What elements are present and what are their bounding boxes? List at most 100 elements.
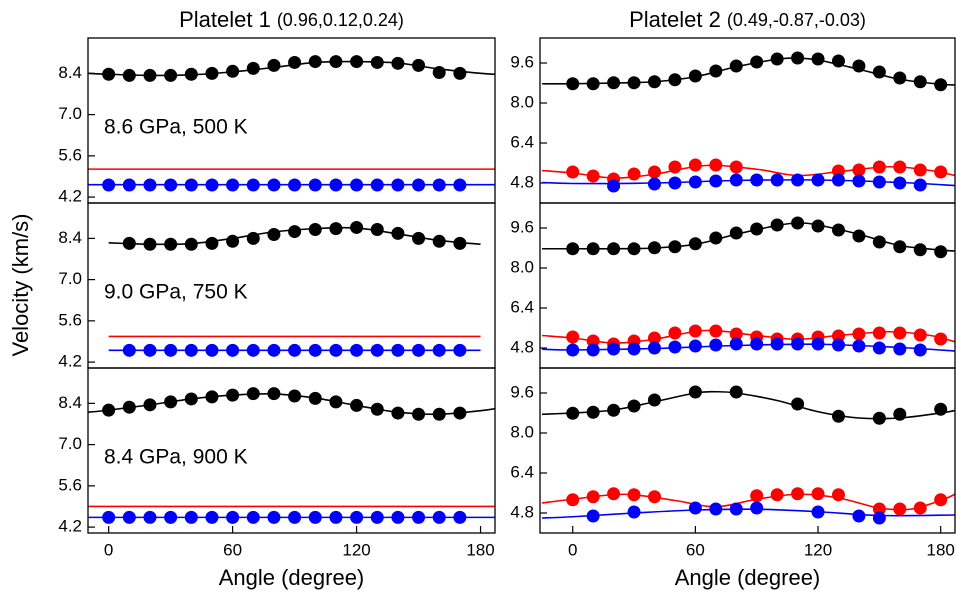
data-point	[184, 510, 198, 524]
data-point	[668, 176, 682, 190]
data-point	[586, 169, 600, 183]
data-point	[831, 223, 845, 237]
data-point	[370, 55, 384, 69]
data-point	[350, 220, 364, 234]
data-point	[370, 402, 384, 416]
data-point	[453, 66, 467, 80]
data-point	[729, 160, 743, 174]
data-point	[453, 178, 467, 192]
data-point	[370, 510, 384, 524]
fit-line	[542, 222, 955, 252]
y-tick-label: 8.0	[510, 257, 534, 276]
data-point	[329, 395, 343, 409]
data-point	[791, 487, 805, 501]
data-point	[586, 490, 600, 504]
data-point	[729, 226, 743, 240]
data-point	[872, 65, 886, 79]
data-point	[893, 326, 907, 340]
data-point	[729, 327, 743, 341]
data-point	[412, 407, 426, 421]
data-point	[432, 178, 446, 192]
data-point	[831, 54, 845, 68]
data-point	[246, 343, 260, 357]
data-point	[350, 510, 364, 524]
data-point	[143, 398, 157, 412]
data-point	[412, 58, 426, 72]
data-point	[288, 510, 302, 524]
y-tick-label: 4.8	[510, 172, 534, 191]
data-point	[934, 493, 948, 507]
data-point	[607, 403, 621, 417]
data-point	[184, 392, 198, 406]
data-point	[226, 510, 240, 524]
data-point	[647, 241, 661, 255]
data-point	[205, 510, 219, 524]
data-point	[308, 343, 322, 357]
data-point	[586, 405, 600, 419]
data-point	[872, 235, 886, 249]
data-point	[246, 178, 260, 192]
data-point	[831, 488, 845, 502]
y-tick-label: 7.0	[58, 104, 82, 123]
data-point	[872, 511, 886, 525]
data-point	[432, 343, 446, 357]
data-point	[893, 240, 907, 254]
data-point	[432, 407, 446, 421]
panel-title: Platelet 2 (0.49,-0.87,-0.03)	[629, 7, 866, 32]
data-point	[627, 488, 641, 502]
panel: 4.2 5.6 7.0 8.4 Platelet 1 (0.96,0.12,0.24) 8.…	[58, 7, 496, 206]
y-tick-label: 8.4	[58, 393, 82, 412]
x-tick-label: 60	[686, 540, 705, 559]
data-point	[566, 493, 580, 507]
annotation: 8.4 GPa, 900 K	[104, 446, 248, 469]
data-point	[102, 510, 116, 524]
data-point	[729, 385, 743, 399]
data-point	[729, 59, 743, 73]
data-point	[226, 388, 240, 402]
data-point	[391, 56, 405, 70]
fit-line	[542, 508, 955, 519]
data-point	[770, 337, 784, 351]
data-point	[143, 510, 157, 524]
data-point	[729, 502, 743, 516]
data-point	[267, 343, 281, 357]
data-point	[432, 65, 446, 79]
y-tick-label: 4.8	[510, 502, 534, 521]
data-point	[852, 327, 866, 341]
x-tick-label: 0	[104, 540, 113, 559]
x-axis-label: Angle (degree)	[219, 565, 365, 590]
data-point	[226, 64, 240, 78]
data-point	[308, 391, 322, 405]
data-point	[852, 509, 866, 523]
y-tick-label: 8.0	[510, 92, 534, 111]
fit-line	[542, 390, 955, 420]
data-point	[791, 51, 805, 65]
title-main: Platelet 2	[629, 7, 721, 32]
data-point	[750, 489, 764, 503]
y-tick-label: 5.6	[58, 475, 82, 494]
data-point	[893, 160, 907, 174]
plot-area	[541, 51, 955, 193]
data-point	[566, 343, 580, 357]
data-point	[770, 52, 784, 66]
data-point	[688, 158, 702, 172]
plot-area	[88, 55, 495, 192]
data-point	[852, 163, 866, 177]
data-point	[226, 343, 240, 357]
annotation: 9.0 GPa, 750 K	[104, 281, 248, 304]
data-point	[329, 178, 343, 192]
data-point	[709, 338, 723, 352]
data-point	[811, 173, 825, 187]
data-point	[329, 343, 343, 357]
data-point	[934, 165, 948, 179]
data-point	[709, 324, 723, 338]
data-point	[934, 332, 948, 346]
data-point	[688, 175, 702, 189]
x-tick-label: 120	[804, 540, 832, 559]
y-tick-label: 6.4	[510, 462, 534, 481]
y-tick-label: 5.6	[58, 145, 82, 164]
data-point	[688, 324, 702, 338]
data-point	[872, 175, 886, 189]
data-point	[607, 342, 621, 356]
data-point	[668, 340, 682, 354]
